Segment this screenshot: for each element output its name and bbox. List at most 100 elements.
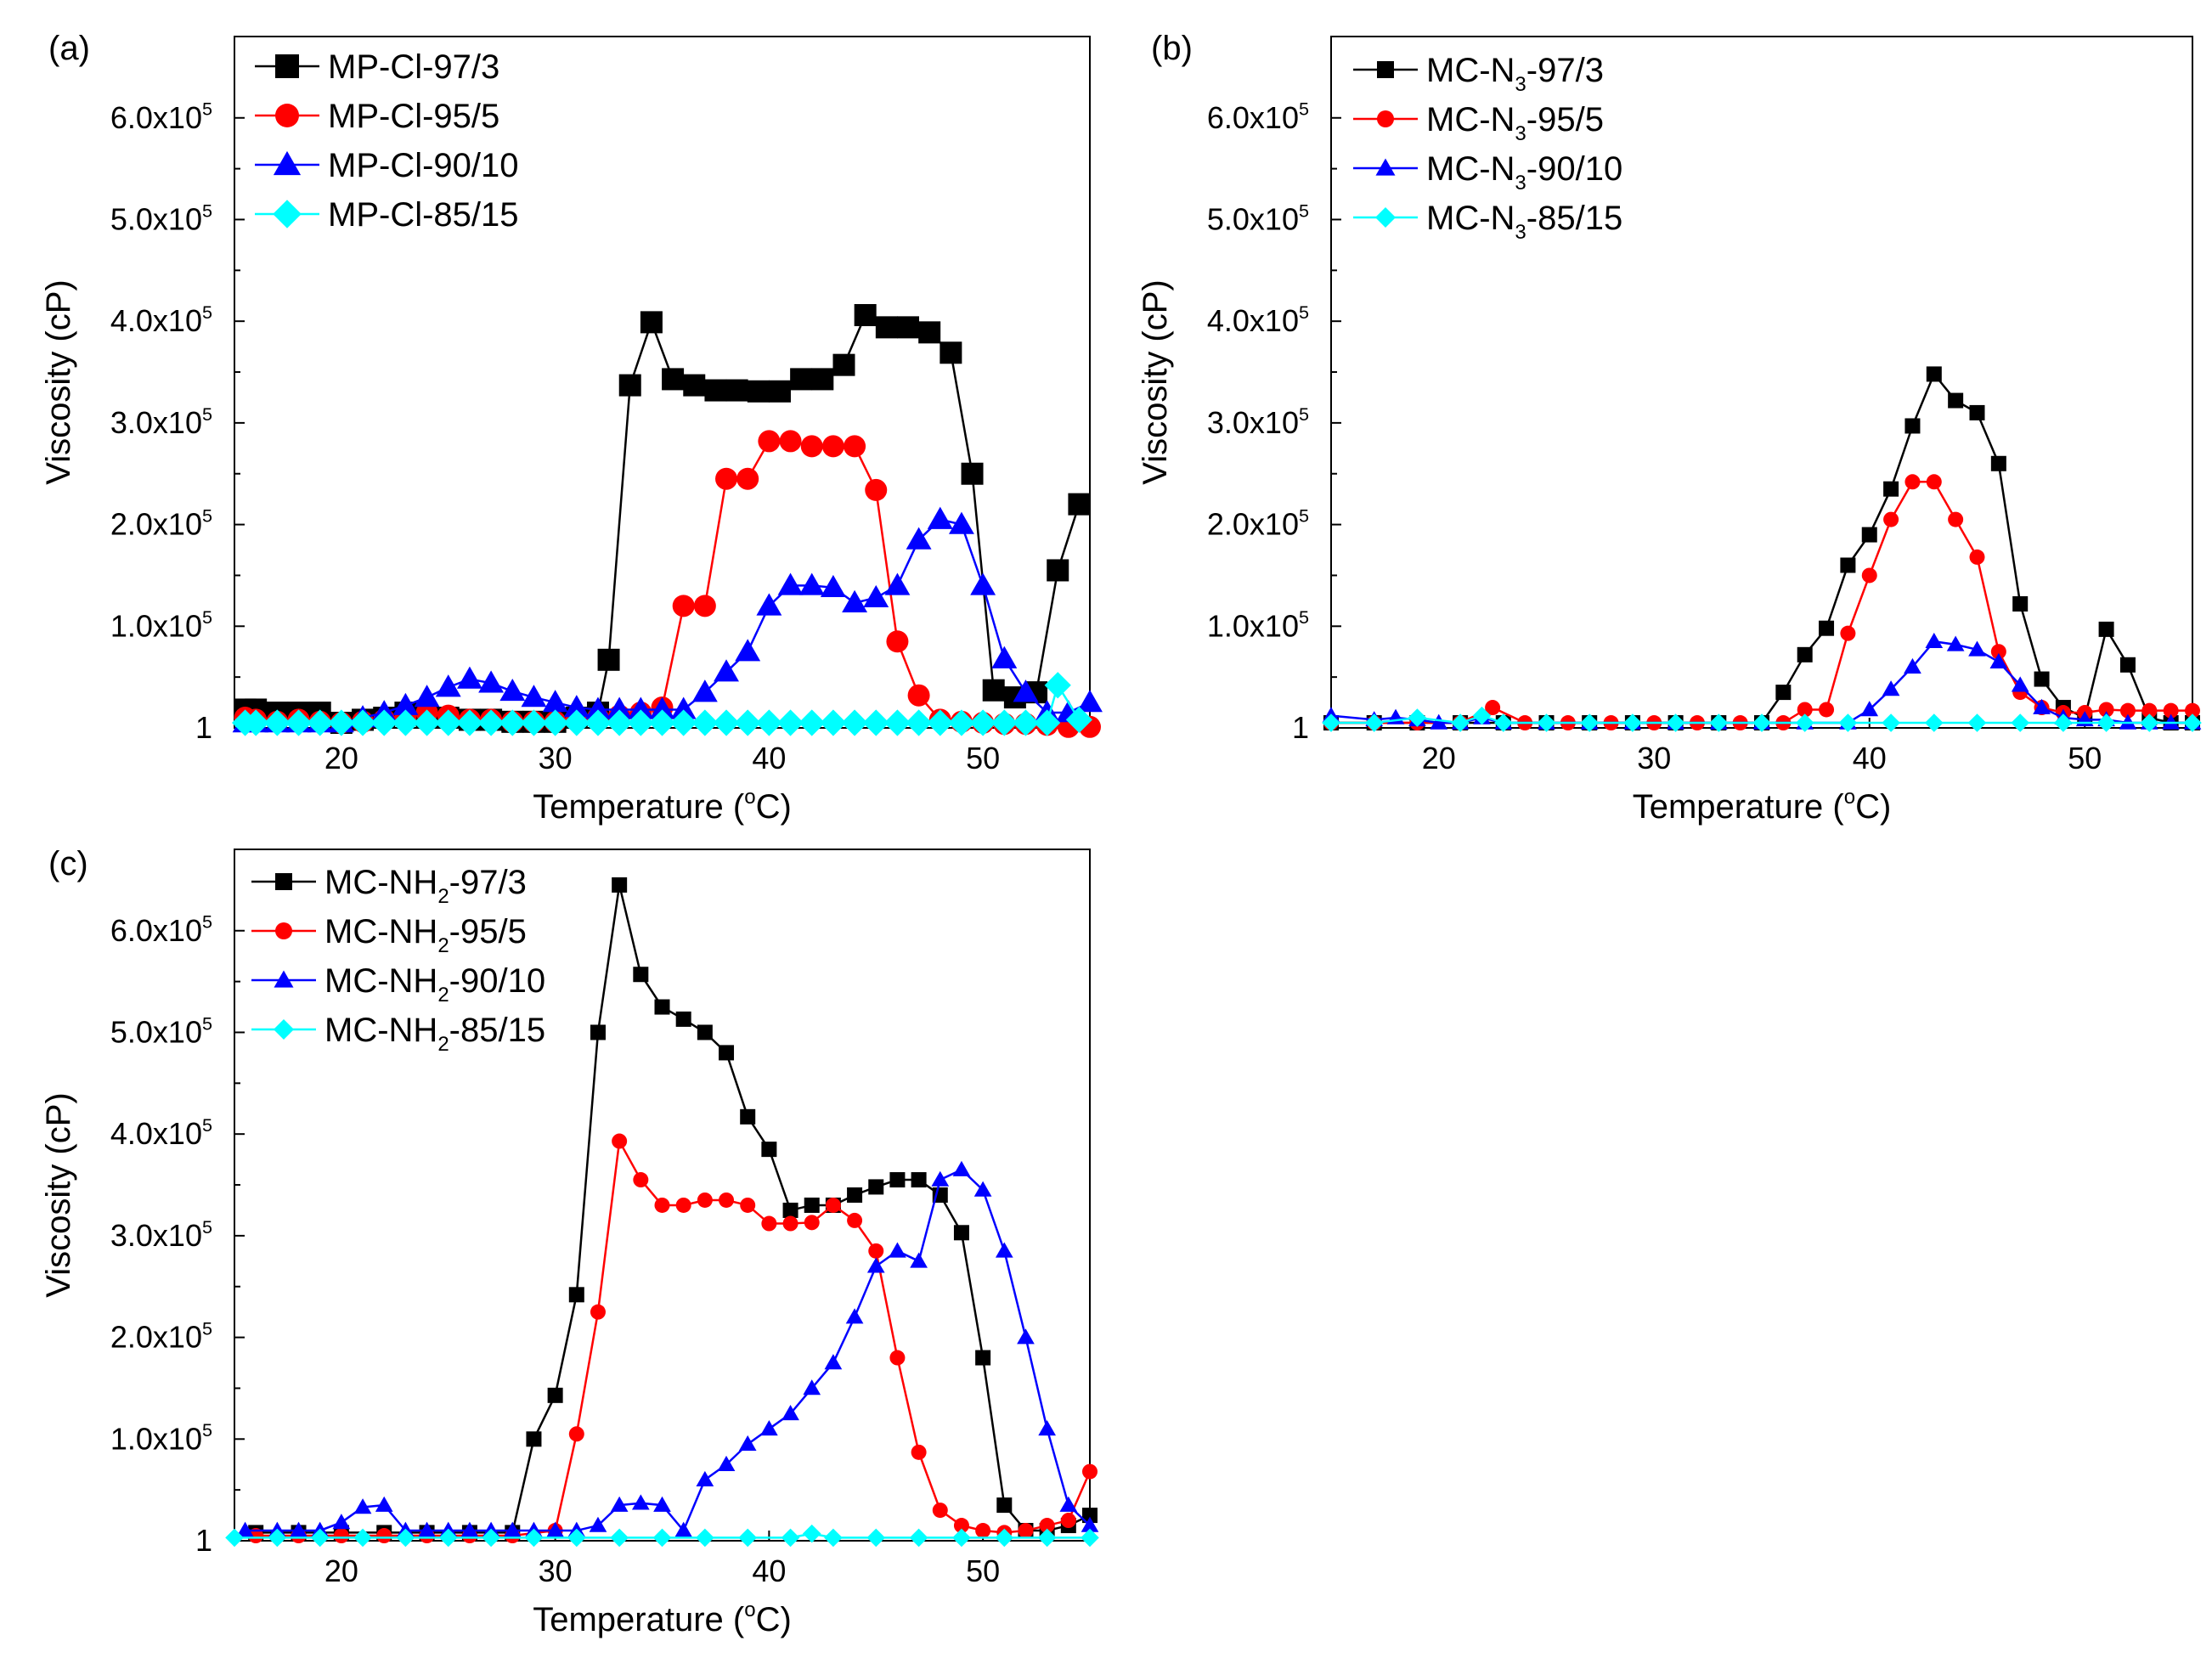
data-point bbox=[911, 1172, 927, 1188]
data-point bbox=[776, 709, 804, 736]
data-point bbox=[610, 1496, 629, 1512]
legend-label: MC-N3-85/15 bbox=[1426, 200, 1622, 244]
panel-label: (b) bbox=[1151, 30, 1193, 67]
data-point bbox=[633, 967, 649, 983]
legend-entry: MC-NH2-95/5 bbox=[251, 913, 527, 957]
data-point bbox=[760, 1419, 778, 1436]
data-point bbox=[811, 368, 834, 391]
data-point bbox=[969, 709, 996, 736]
data-point bbox=[1472, 706, 1492, 725]
legend-label: MP-Cl-85/15 bbox=[328, 196, 519, 234]
data-point bbox=[889, 1350, 906, 1366]
data-point bbox=[649, 696, 675, 719]
data-point bbox=[725, 379, 748, 402]
data-point bbox=[1038, 1419, 1056, 1436]
data-point bbox=[909, 1528, 928, 1548]
data-point bbox=[1537, 713, 1556, 732]
data-point bbox=[952, 1160, 971, 1176]
data-point bbox=[800, 435, 823, 458]
data-point bbox=[696, 1470, 714, 1486]
series-square bbox=[1323, 366, 2200, 731]
legend-label: MC-N3-95/5 bbox=[1426, 101, 1604, 145]
data-point bbox=[375, 1496, 393, 1512]
data-point bbox=[590, 1304, 606, 1320]
data-point bbox=[782, 1202, 798, 1218]
data-point bbox=[1795, 713, 1814, 732]
legend-label: MC-N3-97/3 bbox=[1426, 52, 1604, 96]
series-line bbox=[256, 1137, 1092, 1537]
data-point bbox=[547, 1387, 563, 1403]
data-point bbox=[704, 379, 727, 402]
data-point bbox=[820, 574, 846, 598]
data-point bbox=[654, 999, 670, 1015]
data-point bbox=[1883, 511, 1899, 527]
data-point bbox=[948, 709, 975, 736]
data-point bbox=[1037, 1528, 1057, 1548]
series-line bbox=[1331, 714, 2192, 725]
data-point bbox=[285, 709, 313, 736]
data-point bbox=[991, 646, 1018, 668]
series-triangle bbox=[236, 1160, 1099, 1537]
data-point bbox=[1840, 625, 1856, 641]
data-point bbox=[1797, 646, 1813, 663]
data-point bbox=[478, 670, 505, 693]
data-point bbox=[824, 1354, 843, 1370]
data-point bbox=[1926, 474, 1942, 490]
data-point bbox=[717, 1455, 736, 1471]
data-point bbox=[821, 435, 844, 458]
data-point bbox=[854, 303, 877, 326]
x-tick-label: 30 bbox=[539, 741, 573, 775]
data-point bbox=[307, 709, 334, 736]
data-point bbox=[949, 511, 974, 534]
series-diamond bbox=[231, 672, 1093, 736]
data-point bbox=[328, 709, 355, 736]
data-point bbox=[1408, 708, 1427, 727]
x-tick-label: 40 bbox=[1853, 741, 1887, 775]
legend-label: MC-NH2-97/3 bbox=[324, 864, 527, 908]
legend-marker bbox=[275, 54, 299, 78]
x-tick-label: 20 bbox=[324, 1553, 358, 1588]
data-point bbox=[524, 1528, 544, 1548]
data-point bbox=[907, 684, 930, 707]
data-point bbox=[927, 506, 953, 529]
data-point bbox=[1990, 644, 2006, 660]
data-point bbox=[782, 1405, 799, 1421]
data-point bbox=[798, 709, 826, 736]
y-axis-title: Viscosity (cP) bbox=[40, 1092, 77, 1298]
data-point bbox=[693, 595, 716, 617]
data-point bbox=[1838, 713, 1858, 732]
data-point bbox=[1926, 366, 1942, 382]
data-point bbox=[804, 1215, 820, 1231]
data-point bbox=[1967, 713, 1987, 732]
data-point bbox=[248, 1528, 264, 1544]
data-point bbox=[932, 1503, 948, 1519]
data-point bbox=[1047, 559, 1069, 582]
y-tick-label: 6.0x105 bbox=[110, 99, 212, 135]
data-point bbox=[683, 374, 706, 397]
plot-frame bbox=[234, 849, 1091, 1542]
data-point bbox=[2011, 676, 2029, 692]
panel-label: (c) bbox=[48, 845, 88, 882]
legend-label: MP-Cl-90/10 bbox=[328, 147, 519, 184]
x-axis-title: Temperature (oC) bbox=[533, 1599, 792, 1638]
data-point bbox=[1969, 549, 1985, 565]
data-point bbox=[1861, 527, 1877, 543]
data-point bbox=[1082, 1508, 1098, 1524]
data-point bbox=[333, 1528, 349, 1544]
data-point bbox=[268, 1528, 287, 1548]
legend-entry: MC-N3-85/15 bbox=[1353, 200, 1622, 244]
data-point bbox=[884, 572, 911, 595]
data-point bbox=[1990, 455, 2006, 471]
y-tick-label: 5.0x105 bbox=[110, 1012, 212, 1049]
data-point bbox=[952, 1528, 971, 1548]
data-point bbox=[542, 690, 568, 713]
data-point bbox=[970, 572, 996, 595]
x-tick-label: 50 bbox=[966, 741, 1000, 775]
data-point bbox=[975, 1523, 991, 1539]
data-point bbox=[1904, 474, 1921, 490]
legend-entry: MC-N3-97/3 bbox=[1353, 52, 1604, 96]
data-point bbox=[847, 1212, 863, 1228]
data-point bbox=[1012, 709, 1040, 736]
data-point bbox=[713, 709, 740, 736]
data-point bbox=[973, 1181, 992, 1197]
